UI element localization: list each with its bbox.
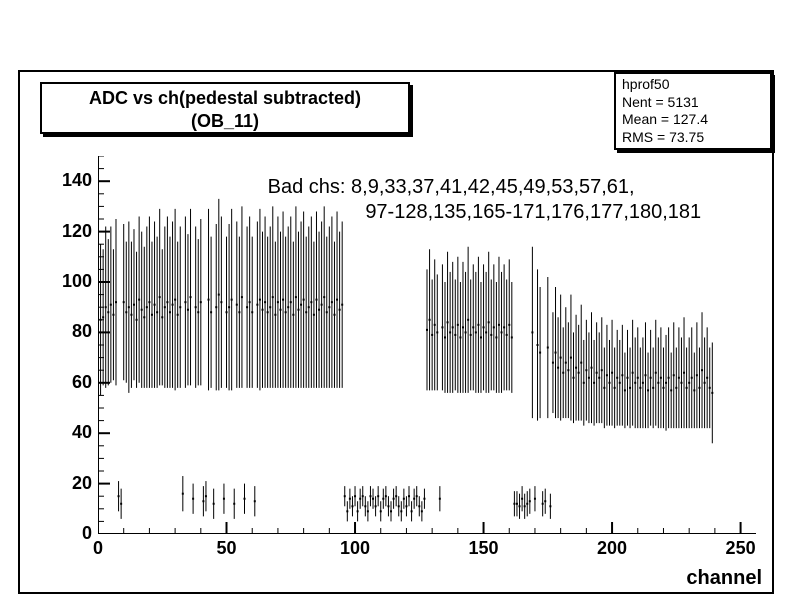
xtick-label: 250	[726, 538, 756, 559]
chart-title-line1: ADC vs ch(pedestal subtracted)	[42, 87, 408, 110]
ytick-label: 80	[52, 321, 92, 342]
ytick-label: 20	[52, 473, 92, 494]
bad-channels-line2: 97-128,135,165-171,176,177,180,181	[365, 201, 701, 224]
stats-nent: Nent = 5131	[622, 94, 764, 112]
chart-title-box: ADC vs ch(pedestal subtracted) (OB_11)	[40, 82, 410, 134]
stats-name: hprof50	[622, 76, 764, 94]
ytick-label: 140	[52, 170, 92, 191]
stats-rms: RMS = 73.75	[622, 129, 764, 147]
chart-title-line2: (OB_11)	[42, 110, 408, 133]
ytick-label: 40	[52, 422, 92, 443]
ytick-label: 120	[52, 221, 92, 242]
xtick-label: 200	[597, 538, 627, 559]
xtick-label: 50	[217, 538, 237, 559]
stats-box: hprof50 Nent = 5131 Mean = 127.4 RMS = 7…	[614, 72, 772, 150]
ytick-label: 100	[52, 271, 92, 292]
bad-channels-line1: Bad chs: 8,9,33,37,41,42,45,49,53,57,61,	[268, 176, 635, 199]
x-axis-label: channel	[686, 567, 762, 590]
ytick-label: 0	[52, 523, 92, 544]
ytick-label: 60	[52, 372, 92, 393]
xtick-label: 100	[340, 538, 370, 559]
stats-mean: Mean = 127.4	[622, 111, 764, 129]
xtick-label: 0	[93, 538, 103, 559]
xtick-label: 150	[469, 538, 499, 559]
